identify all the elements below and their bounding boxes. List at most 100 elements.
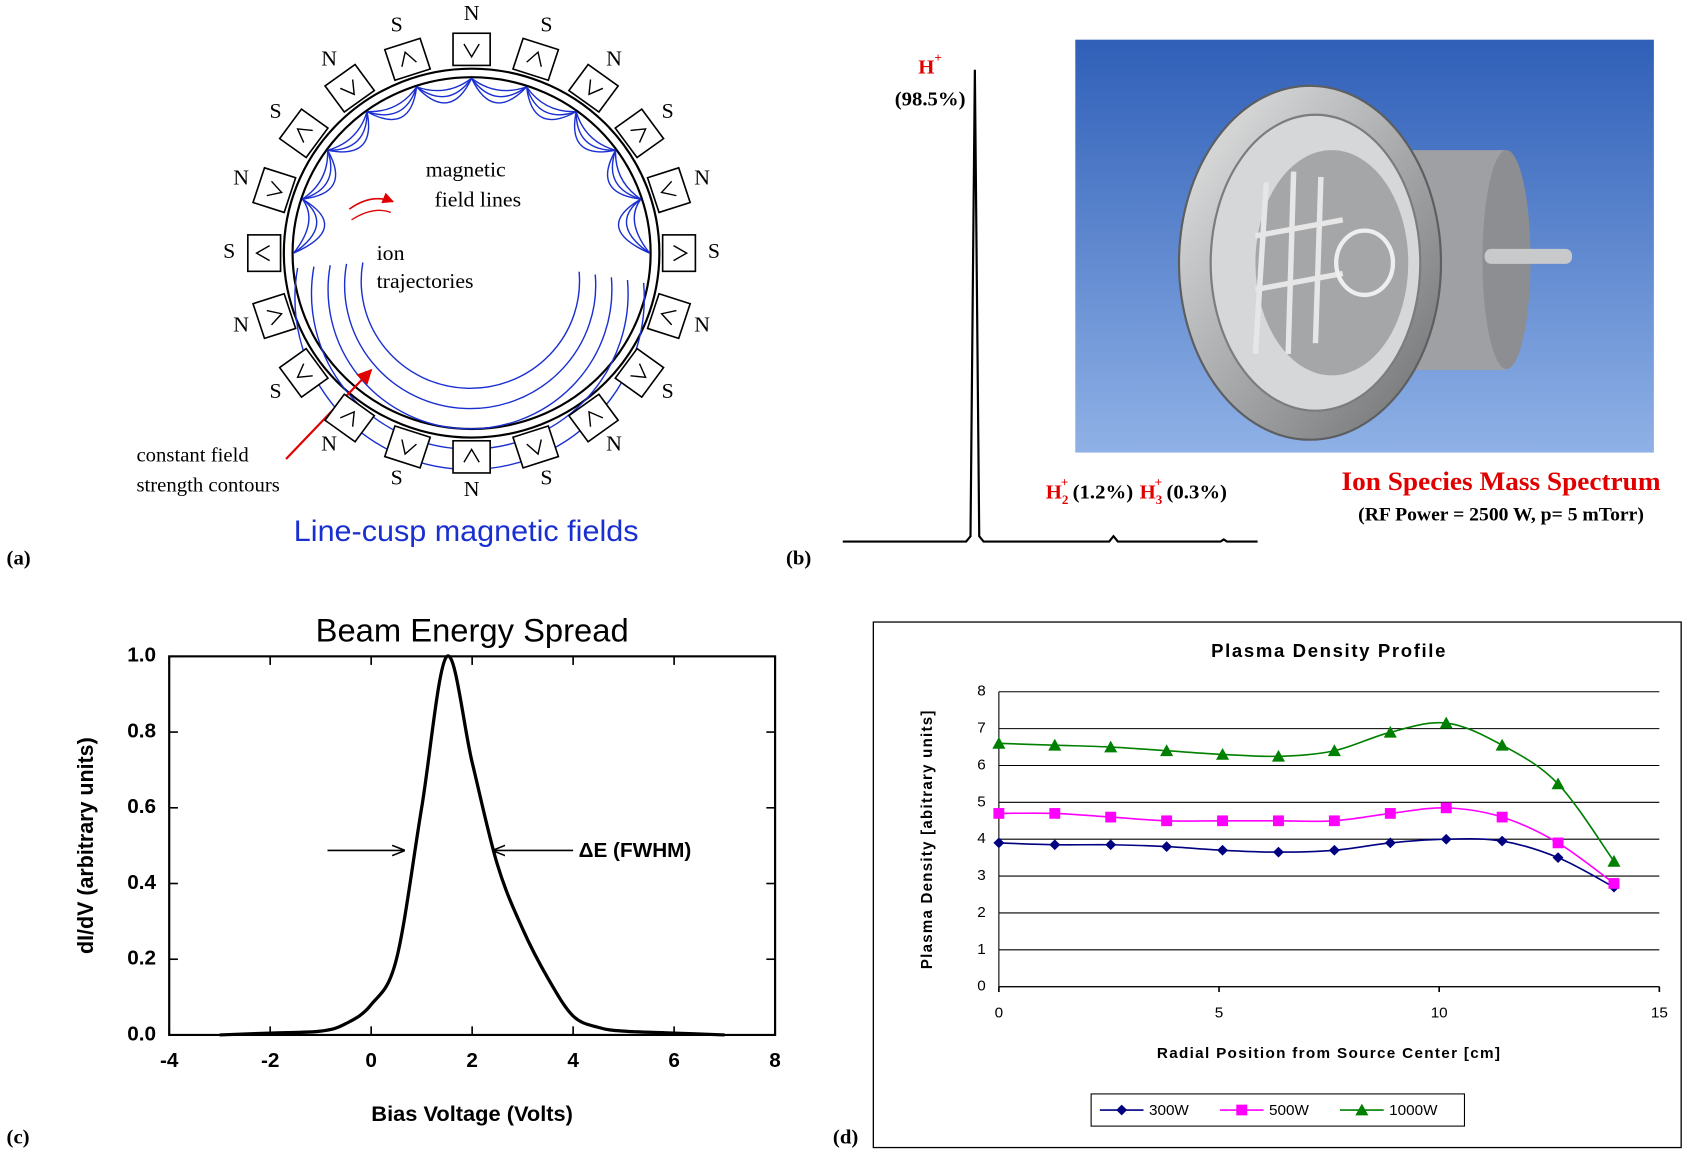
marker <box>1553 852 1564 863</box>
panel-label: (c) <box>7 1127 30 1149</box>
pole-label: N <box>321 432 337 456</box>
marker <box>1329 815 1340 826</box>
y-tick-label: 3 <box>977 867 985 884</box>
subscript: 3 <box>1156 492 1163 507</box>
marker <box>1329 845 1340 856</box>
figure: magnetic field lines ion trajectories co… <box>0 0 1703 1169</box>
annotation: ΔE (FWHM) <box>579 839 692 862</box>
pole-label: S <box>662 379 674 403</box>
y-tick-label: 0.4 <box>127 871 156 894</box>
peak-label: H+ <box>918 50 942 78</box>
panel-b: H+ (98.5%) H2+(1.2%)H3+(0.3%) Ion Specie… <box>786 40 1661 570</box>
chart-title: Beam Energy Spread <box>316 613 629 649</box>
inner-ring <box>293 77 651 429</box>
y-tick-label: 0.2 <box>127 947 156 970</box>
pole-label: S <box>708 239 720 263</box>
pole-label: N <box>606 432 622 456</box>
magnet-box <box>569 65 618 112</box>
y-tick-label: 2 <box>977 904 985 921</box>
pole-label: S <box>391 466 403 490</box>
field-label: magnetic <box>426 158 506 182</box>
y-tick-label: 0.8 <box>127 720 156 743</box>
x-tick-label: -2 <box>261 1049 279 1072</box>
y-tick-label: 6 <box>977 757 985 774</box>
marker <box>993 808 1004 819</box>
panel-label: (d) <box>833 1127 858 1149</box>
marker <box>1273 815 1284 826</box>
marker <box>1161 841 1172 852</box>
magnet-box <box>453 441 490 473</box>
pole-label: N <box>321 47 337 71</box>
pole-label: S <box>223 239 235 263</box>
pole-label: N <box>606 47 622 71</box>
cusp-line <box>576 112 615 151</box>
chart-frame <box>873 622 1681 1148</box>
charge: + <box>1155 475 1162 490</box>
pole-label: S <box>662 99 674 123</box>
marker <box>1441 834 1452 845</box>
x-tick-label: 15 <box>1651 1005 1668 1022</box>
caption: Line-cusp magnetic fields <box>294 515 639 548</box>
magnet-box <box>280 109 328 157</box>
cusp-line <box>328 112 367 151</box>
magnet-box <box>280 349 328 397</box>
spectrum-conditions: (RF Power = 2500 W, p= 5 mTorr) <box>1358 504 1644 525</box>
magnet <box>453 33 490 65</box>
pole-label: N <box>233 313 249 337</box>
ion: H <box>1046 481 1062 503</box>
marker <box>1049 808 1060 819</box>
pole-label: S <box>269 379 281 403</box>
y-axis-label: Plasma Density [abitrary units] <box>919 709 936 969</box>
pole-label: S <box>391 13 403 37</box>
cusp-line <box>634 199 649 253</box>
magnet <box>615 349 663 397</box>
x-tick-label: 10 <box>1431 1005 1448 1022</box>
magnet <box>280 109 328 157</box>
y-tick-label: 5 <box>977 793 985 810</box>
pole-label: S <box>269 99 281 123</box>
marker <box>1105 812 1116 823</box>
pole-label: N <box>694 166 710 190</box>
marker <box>1273 847 1284 858</box>
magnet <box>453 441 490 473</box>
cusp-line <box>328 112 367 151</box>
pole-label: N <box>464 1 480 25</box>
x-axis-label: Radial Position from Source Center [cm] <box>1157 1045 1501 1062</box>
peak-share: (1.2%) <box>1073 481 1133 503</box>
cusp-line <box>328 112 369 152</box>
magnet-box <box>325 65 374 112</box>
panel-label: (b) <box>786 548 811 570</box>
legend-label: 1000W <box>1389 1102 1438 1119</box>
marker <box>1385 808 1396 819</box>
page: { "diagram": { "label": "(a)", "pole_lab… <box>0 0 1703 1169</box>
marker <box>1441 803 1452 814</box>
series-line <box>999 723 1614 862</box>
spectrum-title: Ion Species Mass Spectrum <box>1341 466 1661 496</box>
x-tick-label: 0 <box>995 1005 1003 1022</box>
magnet-box <box>663 235 696 271</box>
cusp-line <box>575 112 616 152</box>
legend-label: 500W <box>1269 1102 1310 1119</box>
ion: H <box>918 56 934 78</box>
ion: H <box>1140 481 1156 503</box>
pole-label: S <box>540 466 552 490</box>
y-axis-label: dI/dV (arbitrary units) <box>73 737 98 954</box>
charge: + <box>934 50 941 65</box>
x-tick-label: 0 <box>365 1049 377 1072</box>
marker <box>1553 838 1564 849</box>
pole-label: N <box>464 477 480 501</box>
marker <box>1609 878 1620 889</box>
x-tick-label: -4 <box>160 1049 179 1072</box>
panel-a: magnetic field lines ion trajectories co… <box>7 1 720 569</box>
marker <box>1236 1105 1247 1116</box>
legend-label: 300W <box>1149 1102 1190 1119</box>
peak-label: H2+(1.2%)H3+(0.3%) <box>1046 475 1227 507</box>
x-tick-label: 4 <box>567 1049 579 1072</box>
x-tick-label: 5 <box>1215 1005 1223 1022</box>
magnet <box>663 235 696 271</box>
marker <box>1607 855 1620 867</box>
magnet <box>325 65 374 112</box>
field-label: field lines <box>434 188 521 212</box>
magnet <box>569 65 618 112</box>
ion-label: ion <box>377 241 405 265</box>
